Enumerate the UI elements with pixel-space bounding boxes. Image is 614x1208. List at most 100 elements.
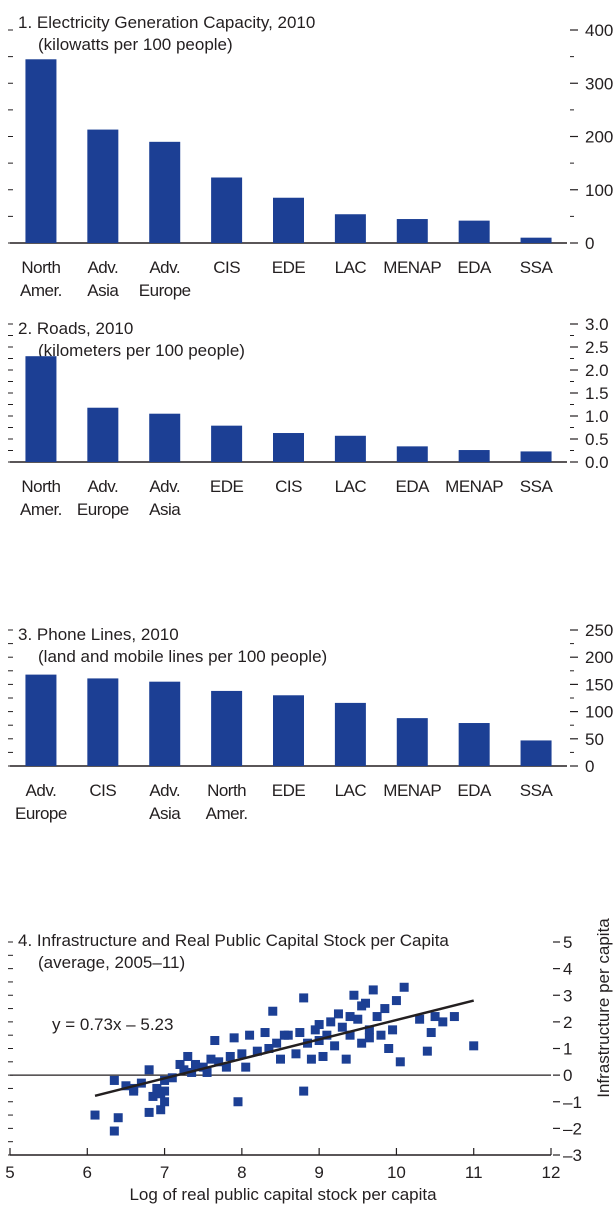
- data-point: [333, 1009, 343, 1019]
- bar: [273, 197, 304, 243]
- y-tick-label: –3: [563, 1146, 582, 1165]
- bar: [211, 177, 243, 243]
- category-label: EDE: [272, 258, 306, 277]
- data-point: [357, 1001, 367, 1011]
- y-tick-label: 150: [585, 675, 613, 694]
- y-tick-label: 0.5: [585, 430, 609, 449]
- data-point: [341, 1054, 351, 1064]
- data-point: [364, 1033, 374, 1043]
- bar: [458, 723, 490, 766]
- x-tick-label: 7: [160, 1163, 169, 1182]
- bar: [25, 356, 57, 462]
- data-point: [210, 1036, 220, 1046]
- data-point: [160, 1097, 170, 1107]
- bar: [87, 129, 119, 243]
- data-point: [113, 1113, 123, 1123]
- data-point: [198, 1062, 208, 1072]
- data-point: [152, 1083, 162, 1093]
- x-tick-label: 12: [542, 1163, 561, 1182]
- y-tick-label: 1.5: [585, 384, 609, 403]
- category-label: Adv.: [87, 477, 118, 496]
- data-point: [225, 1051, 235, 1061]
- category-label: CIS: [275, 477, 302, 496]
- data-point: [109, 1075, 119, 1085]
- data-point: [330, 1041, 340, 1051]
- category-label: Asia: [149, 804, 181, 823]
- category-label: North: [21, 477, 60, 496]
- data-point: [395, 1057, 405, 1067]
- bar: [211, 425, 243, 462]
- bar: [520, 237, 552, 243]
- data-point: [272, 1038, 282, 1048]
- bar: [149, 141, 181, 243]
- data-point: [310, 1025, 320, 1035]
- y-tick-label: 200: [585, 128, 613, 147]
- data-point: [90, 1110, 100, 1120]
- y-tick-label: 1: [563, 1040, 572, 1059]
- category-label: EDA: [457, 258, 492, 277]
- y-tick-label: 0: [585, 757, 594, 776]
- y-tick-label: 1.0: [585, 407, 609, 426]
- bar: [149, 413, 181, 462]
- panel-4-subtitle: (average, 2005–11): [38, 953, 185, 972]
- data-point: [376, 1030, 386, 1040]
- panel-3-subtitle: (land and mobile lines per 100 people): [38, 647, 327, 666]
- category-label: Europe: [77, 500, 129, 519]
- x-axis-label: Log of real public capital stock per cap…: [129, 1185, 437, 1204]
- data-point: [388, 1025, 398, 1035]
- bar: [396, 718, 428, 766]
- panel-phone-lines: 3. Phone Lines, 2010 (land and mobile li…: [8, 621, 613, 823]
- panel-scatter: 4. Infrastructure and Real Public Capita…: [5, 918, 613, 1204]
- category-label: LAC: [335, 781, 367, 800]
- data-point: [449, 1012, 459, 1022]
- y-tick-label: –2: [563, 1119, 582, 1138]
- x-tick-label: 6: [83, 1163, 92, 1182]
- data-point: [245, 1030, 255, 1040]
- data-point: [148, 1091, 158, 1101]
- data-point: [156, 1105, 166, 1115]
- data-point: [268, 1006, 278, 1016]
- category-label: Adv.: [149, 781, 180, 800]
- bar: [149, 681, 181, 766]
- bar: [334, 435, 366, 462]
- data-point: [438, 1017, 448, 1027]
- y-tick-label: 250: [585, 621, 613, 640]
- data-point: [349, 990, 359, 1000]
- category-label: Adv.: [26, 781, 57, 800]
- data-point: [430, 1012, 440, 1022]
- data-point: [384, 1044, 394, 1053]
- y-tick-label: 5: [563, 933, 572, 952]
- data-point: [372, 1012, 382, 1022]
- bar: [273, 433, 304, 462]
- y-tick-label: 400: [585, 21, 613, 40]
- data-point: [399, 982, 409, 992]
- category-label: SSA: [520, 258, 554, 277]
- data-point: [167, 1073, 177, 1083]
- data-point: [241, 1062, 251, 1072]
- category-label: North: [21, 258, 60, 277]
- category-label: MENAP: [383, 258, 441, 277]
- data-point: [337, 1022, 347, 1032]
- data-point: [391, 996, 401, 1006]
- data-point: [252, 1046, 262, 1056]
- data-point: [160, 1086, 170, 1096]
- data-point: [364, 1025, 374, 1035]
- data-point: [144, 1107, 154, 1117]
- data-point: [295, 1028, 305, 1038]
- y-tick-label: 3: [563, 986, 572, 1005]
- data-point: [179, 1065, 189, 1075]
- bar: [520, 740, 552, 766]
- data-point: [221, 1062, 231, 1072]
- y-tick-label: 100: [585, 181, 613, 200]
- y-tick-label: 0: [585, 234, 594, 253]
- bar: [273, 695, 304, 766]
- y-axis-label: Infrastructure per capita: [594, 918, 613, 1098]
- data-point: [299, 1086, 309, 1096]
- category-label: CIS: [213, 258, 240, 277]
- fit-equation: y = 0.73x – 5.23: [52, 1015, 173, 1034]
- data-point: [229, 1033, 239, 1043]
- category-label: North: [207, 781, 246, 800]
- panel-electricity: 1. Electricity Generation Capacity, 2010…: [8, 13, 613, 300]
- bar: [87, 678, 119, 766]
